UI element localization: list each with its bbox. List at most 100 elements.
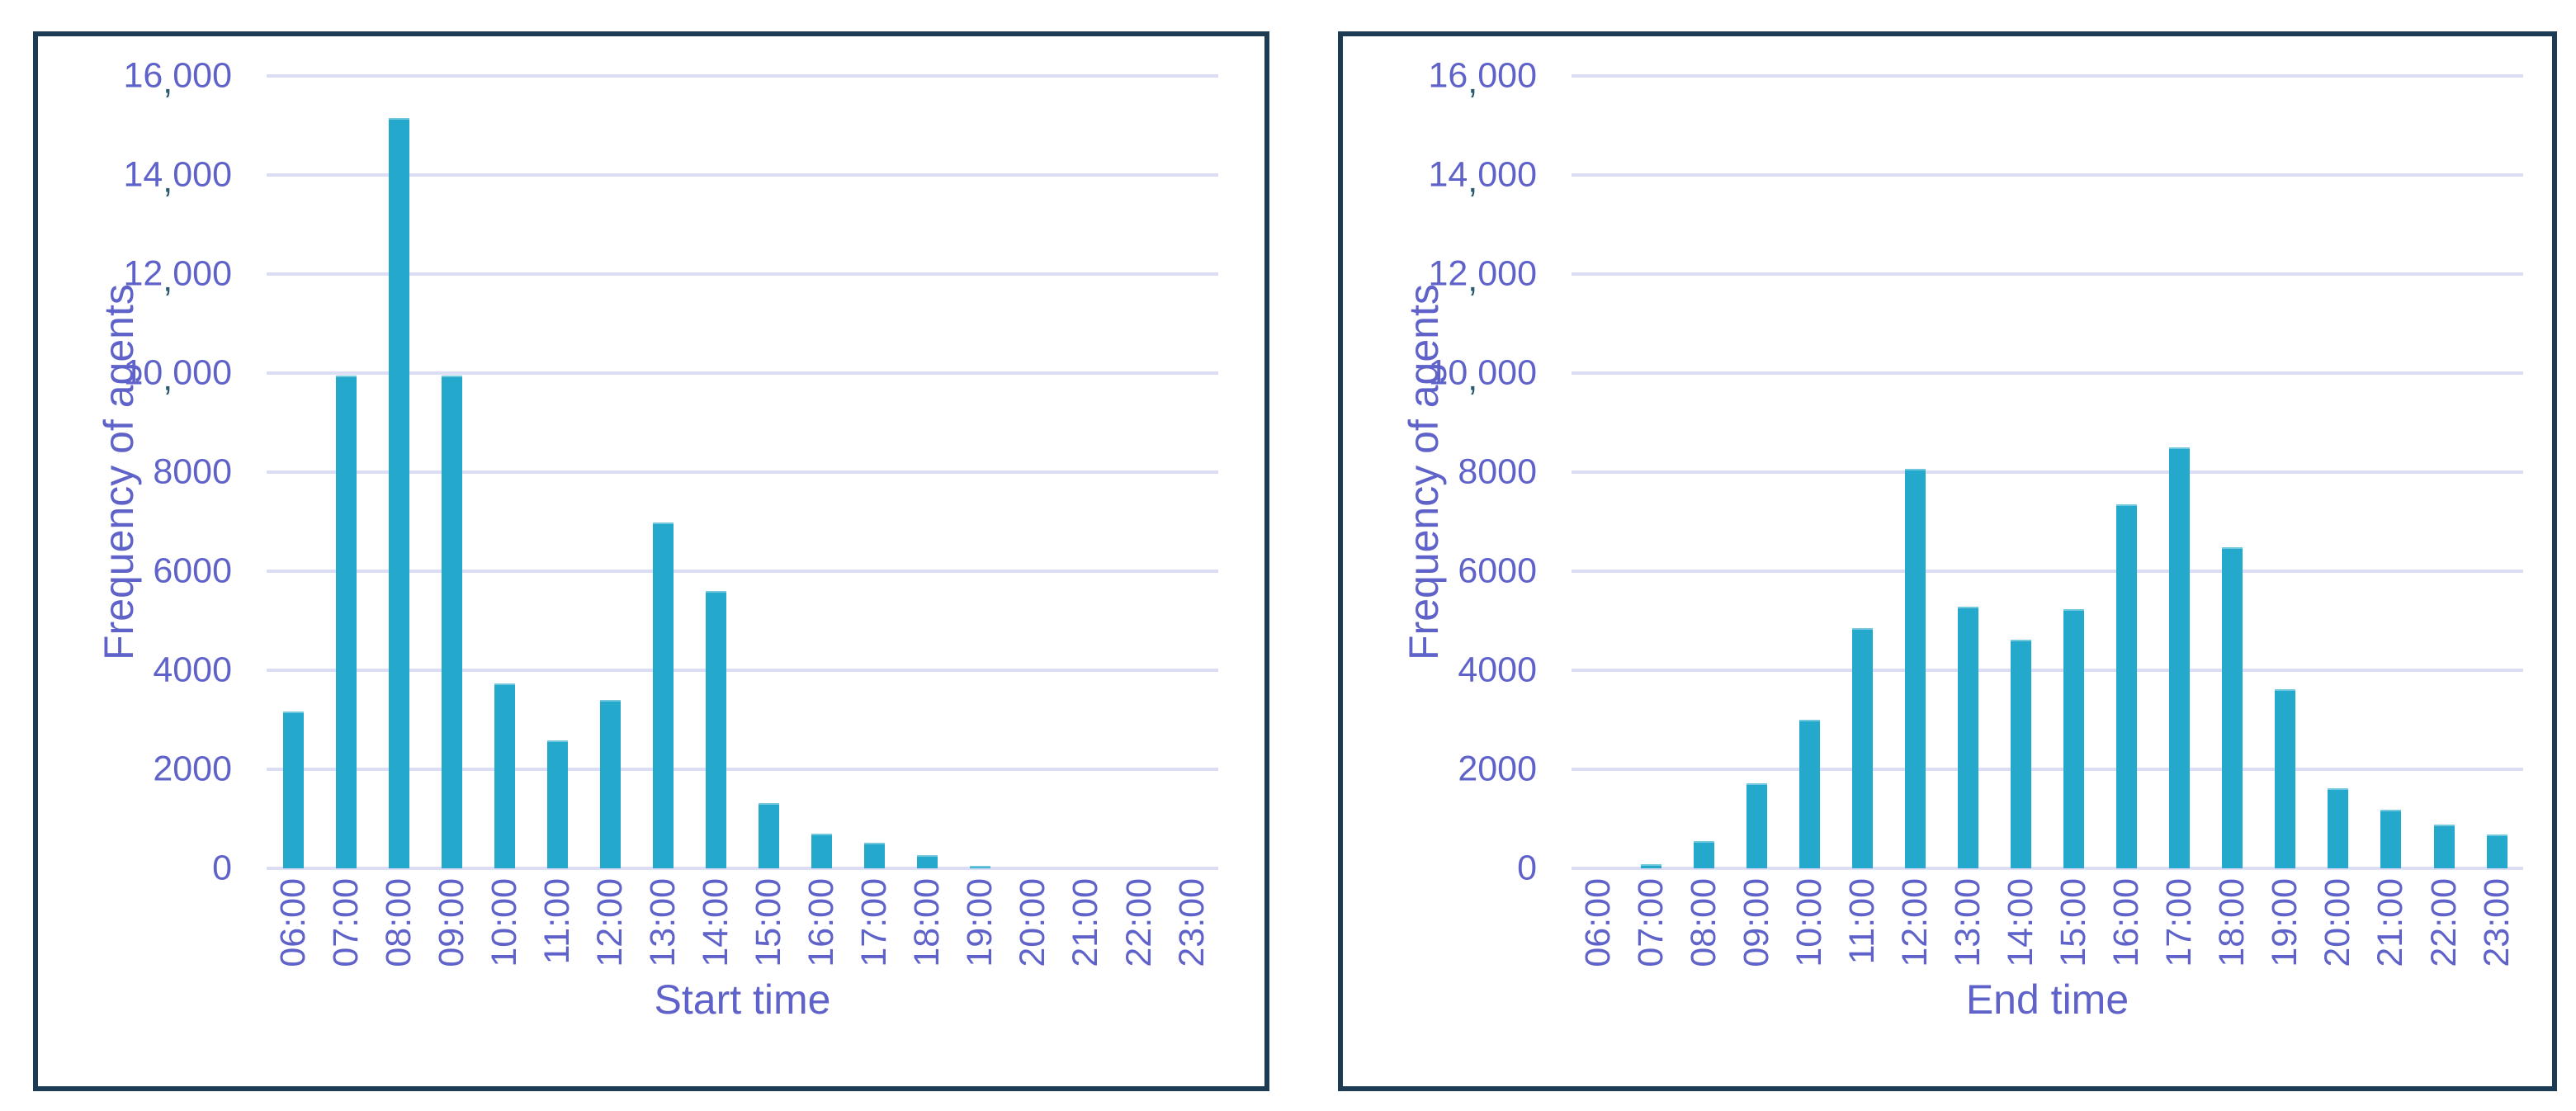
x-tick-label: 21:00 <box>2370 878 2411 967</box>
gridline <box>267 371 1218 375</box>
x-tick-label: 07:00 <box>1630 878 1671 967</box>
y-tick-label: 2000 <box>153 749 232 789</box>
x-tick-label: 10:00 <box>1789 878 1829 967</box>
x-tick-label: 17:00 <box>854 878 895 967</box>
bar-14:00 <box>706 591 727 868</box>
gridline <box>1572 272 2523 276</box>
bar-11:00 <box>1851 628 1873 868</box>
y-tick-label: 0 <box>1517 848 1537 888</box>
x-tick-label: 19:00 <box>2265 878 2305 967</box>
bar-09:00 <box>1746 782 1767 868</box>
thousands-comma: , <box>163 61 173 102</box>
bar-slot <box>2048 76 2101 868</box>
bar-slot <box>1165 76 1218 868</box>
plot-area <box>267 74 1218 870</box>
bar-13:00 <box>1957 606 1978 868</box>
bar-slot <box>319 76 372 868</box>
x-tick-label: 16:00 <box>2106 878 2147 967</box>
thousands-comma: , <box>163 259 173 300</box>
x-tick-label: 11:00 <box>536 878 577 965</box>
thousands-comma: , <box>1468 358 1478 399</box>
bar-08:00 <box>1693 841 1714 868</box>
thousands-comma: , <box>1468 259 1478 300</box>
bar-slot <box>2470 76 2523 868</box>
bar-10:00 <box>1798 720 1820 868</box>
x-tick-label: 09:00 <box>431 878 471 967</box>
x-tick-label: 19:00 <box>960 878 1000 967</box>
x-tick-label: 13:00 <box>642 878 683 967</box>
bar-15:00 <box>759 802 780 868</box>
bar-16:00 <box>811 834 833 868</box>
bar-08:00 <box>388 118 409 868</box>
bar-07:00 <box>335 376 357 868</box>
bar-18:00 <box>917 854 938 868</box>
x-tick-label: 08:00 <box>378 878 418 967</box>
gridline <box>267 867 1218 870</box>
bar-slot <box>1113 76 1165 868</box>
x-tick-label: 14:00 <box>696 878 736 967</box>
y-tick-labels: 0 2000 4000 6000 8000 10,000 12,000 14,000 16,00… <box>38 56 267 888</box>
plot-area <box>1572 74 2523 870</box>
thousands-comma: , <box>1468 61 1478 102</box>
bar-13:00 <box>652 522 674 868</box>
thousands-comma: , <box>1468 160 1478 201</box>
gridline <box>1572 74 2523 78</box>
gridline <box>267 272 1218 276</box>
x-axis-title: Start time <box>654 976 831 1023</box>
y-tick-labels: 0 2000 4000 6000 8000 10,000 12,000 14,000 16,00… <box>1343 56 1572 888</box>
bar-slot <box>690 76 743 868</box>
x-tick-label: 06:00 <box>272 878 313 967</box>
y-tick-label: 14,000 <box>123 154 232 201</box>
bar-slot <box>2418 76 2470 868</box>
y-tick-label: 12,000 <box>1428 253 1537 300</box>
bar-slot <box>1941 76 1994 868</box>
x-tick-label: 16:00 <box>801 878 842 967</box>
bar-slot <box>2206 76 2259 868</box>
bar-slot <box>1677 76 1730 868</box>
bar-slot <box>531 76 584 868</box>
bar-16:00 <box>2116 504 2138 868</box>
y-tick-label: 10,000 <box>1428 352 1537 399</box>
bar-09:00 <box>441 376 462 868</box>
bar-slot <box>954 76 1007 868</box>
x-tick-label: 08:00 <box>1683 878 1723 967</box>
start-time-plot: 0 2000 4000 6000 8000 10,000 12,000 14,000 16,00… <box>38 36 1264 1086</box>
x-tick-label: 20:00 <box>2318 878 2358 967</box>
bar-slot <box>267 76 319 868</box>
bar-slot <box>1995 76 2048 868</box>
bar-slot <box>1836 76 1888 868</box>
x-tick-label: 17:00 <box>2159 878 2200 967</box>
bar-20:00 <box>2328 788 2349 868</box>
x-tick-label: 22:00 <box>1118 878 1159 967</box>
y-tick-label: 16,000 <box>1428 55 1537 102</box>
x-tick-label: 15:00 <box>2054 878 2094 967</box>
bar-23:00 <box>2486 834 2507 868</box>
bar-slot <box>2101 76 2153 868</box>
y-tick-label: 14,000 <box>1428 154 1537 201</box>
y-tick-label: 8000 <box>153 451 232 492</box>
bar-slot <box>1783 76 1836 868</box>
bar-17:00 <box>864 842 886 868</box>
x-tick-label: 12:00 <box>589 878 630 967</box>
bar-21:00 <box>2380 810 2402 868</box>
x-tick-label: 15:00 <box>749 878 789 967</box>
y-tick-label: 12,000 <box>123 253 232 300</box>
bar-slot <box>636 76 689 868</box>
x-tick-label: 14:00 <box>2001 878 2041 967</box>
bar-slot <box>1572 76 1624 868</box>
bar-slot <box>1007 76 1060 868</box>
bar-slot <box>848 76 901 868</box>
bar-slot <box>2153 76 2206 868</box>
gridline <box>1572 669 2523 672</box>
bar-10:00 <box>494 683 515 868</box>
bar-12:00 <box>1904 468 1926 868</box>
x-tick-label: 18:00 <box>2212 878 2252 967</box>
x-tick-label: 13:00 <box>1947 878 1988 967</box>
end-time-chart-panel: Frequency of agents 0 2000 4000 6000 8000 10,… <box>1338 31 2557 1091</box>
y-tick-label: 4000 <box>153 650 232 690</box>
bar-06:00 <box>282 711 304 868</box>
bars-row <box>1572 76 2523 868</box>
bar-slot <box>478 76 531 868</box>
bar-slot <box>2312 76 2365 868</box>
gridline <box>1572 173 2523 177</box>
